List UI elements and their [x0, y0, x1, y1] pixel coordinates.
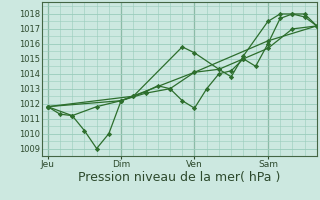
- X-axis label: Pression niveau de la mer( hPa ): Pression niveau de la mer( hPa ): [78, 171, 280, 184]
